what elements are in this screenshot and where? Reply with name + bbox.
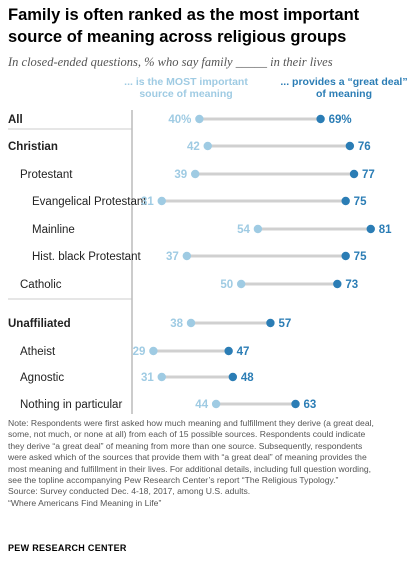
value-label-great-deal: 73 xyxy=(345,279,358,291)
legend-most-important: source of meaning xyxy=(139,88,232,100)
dot-most-important xyxy=(186,318,196,328)
report-line: “Where Americans Find Meaning in Life” xyxy=(8,497,162,508)
dot-most-important xyxy=(191,169,200,179)
dot-most-important xyxy=(236,279,246,289)
dot-most-important xyxy=(157,196,166,206)
value-label-most-important: 39 xyxy=(174,169,187,181)
dot-most-important xyxy=(195,114,204,124)
chart-subtitle: In closed-ended questions, % who say fam… xyxy=(8,55,333,69)
dot-great-deal xyxy=(266,318,275,328)
value-label-most-important: 29 xyxy=(133,346,146,358)
note-line: Note: Respondents were first asked how m… xyxy=(8,418,374,428)
value-label-great-deal: 75 xyxy=(354,196,367,208)
dot-most-important xyxy=(203,141,212,151)
dot-most-important xyxy=(149,346,158,356)
chart-title: Family is often ranked as the most impor… xyxy=(8,6,360,46)
row-label: Catholic xyxy=(20,279,62,291)
note-line: were asked which of the sources that pro… xyxy=(8,452,367,463)
note-line: they derive “a great deal” of meaning fr… xyxy=(8,440,363,451)
dot-great-deal xyxy=(333,279,342,289)
row-label: Mainline xyxy=(32,224,75,236)
value-label-great-deal: 77 xyxy=(362,169,375,181)
chart-notes: Note: Respondents were first asked how m… xyxy=(8,418,408,509)
dot-great-deal xyxy=(345,141,355,151)
note-line: most meaning and fulfillment in their li… xyxy=(8,463,372,474)
row-label: Hist. black Protestant xyxy=(32,251,141,263)
legend-great-deal: of meaning xyxy=(316,88,372,100)
note-line: see the topline accompanying Pew Researc… xyxy=(8,475,339,486)
value-label-most-important: 31 xyxy=(141,196,154,208)
row-label: Nothing in particular xyxy=(20,399,122,411)
dot-great-deal xyxy=(228,372,238,382)
row-label: Evangelical Protestant xyxy=(32,196,147,208)
dot-great-deal xyxy=(349,169,359,179)
value-label-great-deal: 47 xyxy=(237,346,250,358)
dot-most-important xyxy=(182,251,192,261)
value-label-great-deal: 57 xyxy=(278,318,291,330)
value-label-most-important: 38 xyxy=(170,318,183,330)
dot-great-deal xyxy=(224,346,233,356)
value-label-most-important: 37 xyxy=(166,251,179,263)
dot-great-deal xyxy=(366,224,375,234)
value-label-great-deal: 76 xyxy=(358,141,371,153)
value-label-great-deal: 75 xyxy=(354,251,367,263)
legend-great-deal: ... provides a “great deal” xyxy=(280,76,407,88)
value-label-great-deal: 69% xyxy=(329,114,352,126)
value-label-most-important: 54 xyxy=(237,224,250,236)
dot-most-important xyxy=(211,399,221,409)
row-label: Atheist xyxy=(20,346,56,358)
dot-most-important xyxy=(253,224,263,234)
dot-great-deal xyxy=(291,399,300,409)
source-line: Source: Survey conducted Dec. 4-18, 2017… xyxy=(8,486,251,497)
value-label-most-important: 50 xyxy=(220,279,233,291)
value-label-most-important: 40% xyxy=(168,114,191,126)
value-label-most-important: 44 xyxy=(195,399,208,411)
footer-credit: PEW RESEARCH CENTER xyxy=(8,543,127,553)
note-line: some, not much, or none at all) from eac… xyxy=(8,429,366,440)
row-label: Protestant xyxy=(20,169,73,181)
row-label: Unaffiliated xyxy=(8,318,71,330)
dot-great-deal xyxy=(341,251,350,261)
row-label: All xyxy=(8,114,23,126)
value-label-great-deal: 48 xyxy=(241,372,254,384)
dot-great-deal xyxy=(341,196,350,206)
value-label-most-important: 42 xyxy=(187,141,200,153)
value-label-most-important: 31 xyxy=(141,372,154,384)
dot-great-deal xyxy=(316,114,325,124)
row-label: Agnostic xyxy=(20,372,64,384)
value-label-great-deal: 63 xyxy=(304,399,317,411)
dot-most-important xyxy=(157,372,166,382)
value-label-great-deal: 81 xyxy=(379,224,392,236)
legend-most-important: ... is the MOST important xyxy=(124,76,248,88)
row-label: Christian xyxy=(8,141,58,153)
